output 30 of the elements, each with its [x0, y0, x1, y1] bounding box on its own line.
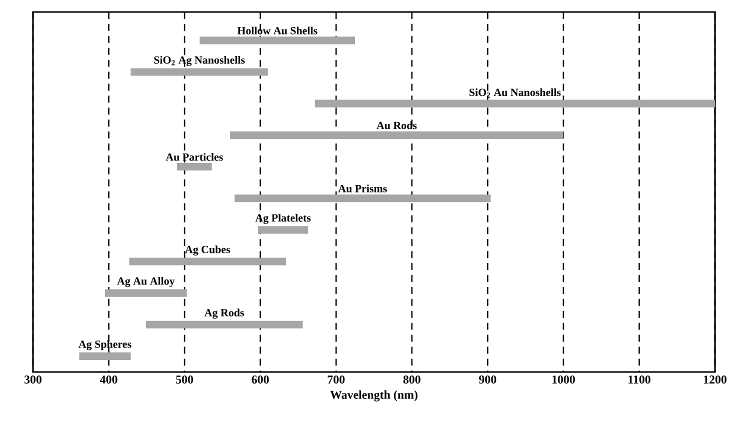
bar — [104, 289, 187, 297]
y-tick-label: Ag Au Alloy — [117, 277, 175, 288]
x-tick-label: 400 — [100, 376, 118, 384]
x-tick-label: 900 — [479, 376, 496, 384]
bar — [314, 100, 715, 108]
bar — [234, 194, 491, 202]
y-tick-label: Ag Cubes — [185, 245, 230, 256]
bar — [129, 258, 286, 266]
x-tick-label: 600 — [252, 376, 269, 384]
y-tick-label: Hollow Au Shells — [237, 26, 318, 34]
x-tick-label: 700 — [328, 376, 345, 384]
x-axis-title: Wavelength (nm) — [330, 390, 418, 402]
bar — [200, 36, 356, 44]
bar — [146, 320, 303, 328]
y-tick-label: Au Rods — [376, 121, 417, 130]
bar — [258, 226, 308, 234]
bar — [130, 68, 268, 76]
bar — [79, 352, 131, 360]
y-tick-label: Au Particles — [166, 153, 223, 161]
x-tick-label: 1100 — [628, 376, 650, 384]
bar — [230, 131, 564, 139]
y-tick-label: Ag Rods — [204, 308, 244, 319]
x-tick-label: 1200 — [704, 376, 726, 384]
x-tick-label: 300 — [24, 376, 42, 384]
x-tick-label: 500 — [176, 376, 194, 384]
y-tick-label: Ag Spheres — [78, 340, 132, 350]
bar — [176, 162, 212, 171]
y-tick-label: Au Prisms — [338, 184, 387, 192]
x-tick-label: 1000 — [552, 376, 575, 384]
x-tick-label: 800 — [403, 376, 420, 384]
